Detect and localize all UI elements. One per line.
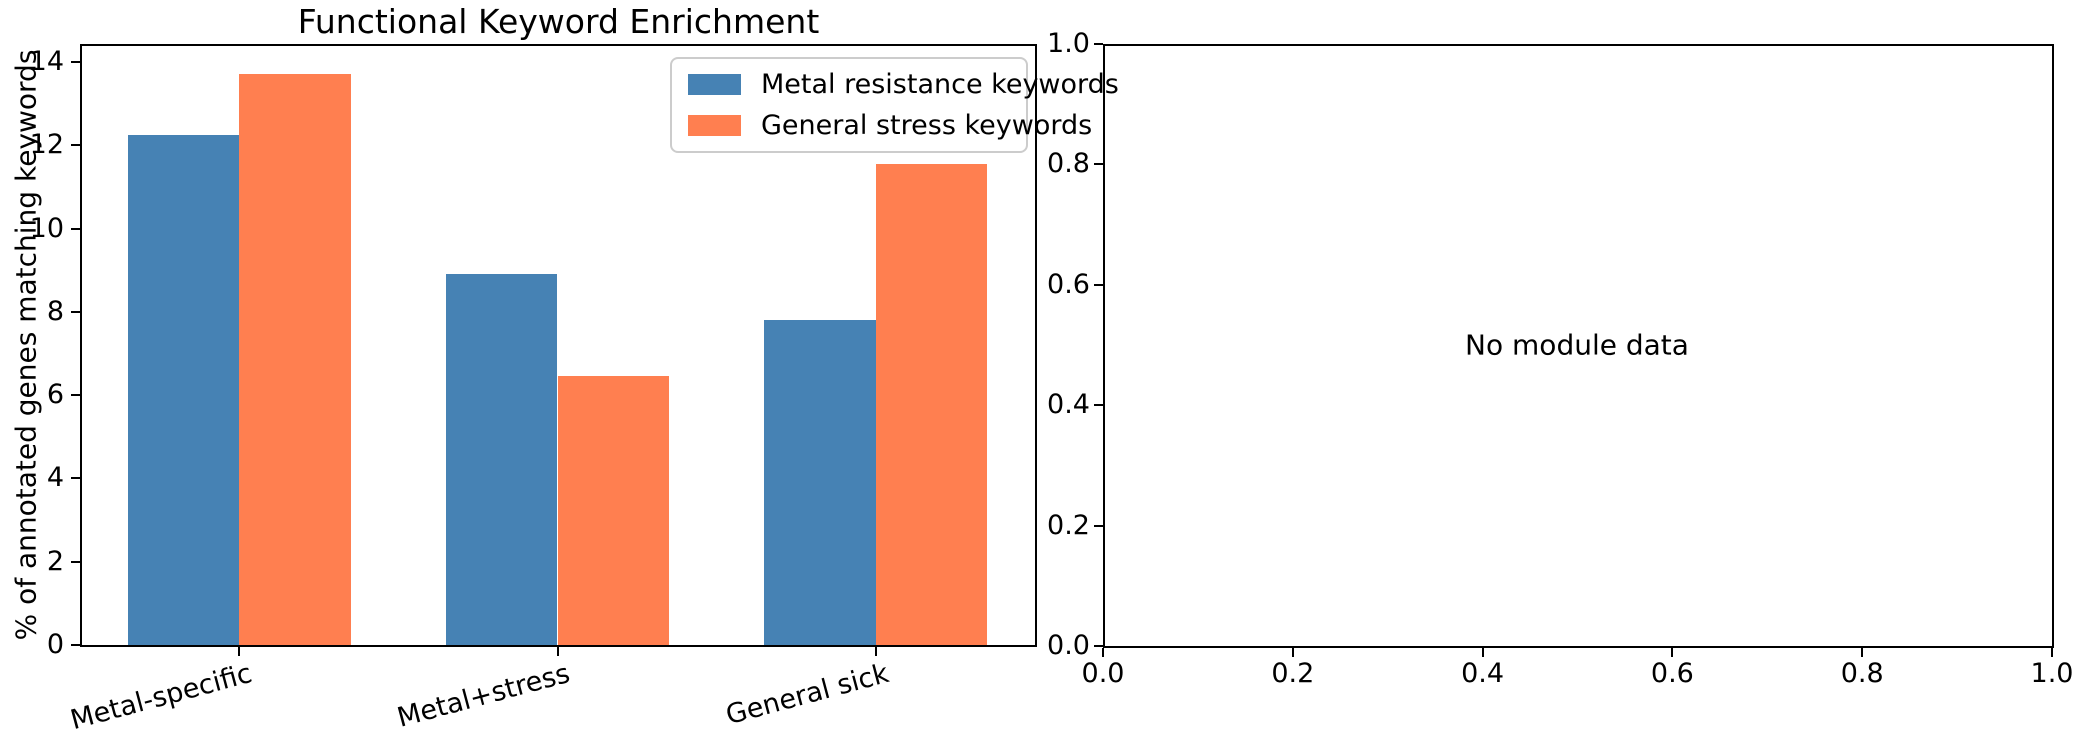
bar-metal-resistance bbox=[446, 274, 558, 645]
no-module-data-annotation: No module data bbox=[1465, 328, 1689, 362]
right-y-tick-mark bbox=[1094, 283, 1103, 286]
right-y-tick-label: 0.6 bbox=[1047, 268, 1090, 300]
left-y-tick-label: 2 bbox=[46, 545, 64, 577]
right-y-tick-mark bbox=[1094, 43, 1103, 45]
right-x-tick-mark bbox=[1671, 648, 1674, 657]
right-x-tick-label: 0.4 bbox=[1461, 658, 1505, 689]
legend-entry: General stress keywords bbox=[688, 110, 1092, 141]
left-y-tick-mark bbox=[71, 310, 80, 313]
right-x-tick-mark bbox=[1861, 648, 1864, 657]
left-y-tick-mark bbox=[71, 144, 80, 147]
left-y-tick-label: 6 bbox=[46, 379, 64, 411]
left-y-tick-label: 0 bbox=[46, 629, 64, 660]
legend-swatch-icon bbox=[688, 74, 741, 95]
right-y-tick-mark bbox=[1094, 524, 1103, 527]
left-y-tick-mark bbox=[71, 227, 80, 230]
left-x-tick-label: Metal+stress bbox=[394, 658, 574, 732]
left-y-tick-mark bbox=[71, 60, 80, 63]
right-y-tick-mark bbox=[1094, 404, 1103, 407]
legend-entry: Metal resistance keywords bbox=[688, 69, 1119, 100]
right-y-tick-label: 1.0 bbox=[1047, 28, 1090, 59]
bar-general-stress bbox=[239, 74, 351, 645]
right-x-tick-label: 0.0 bbox=[1081, 658, 1125, 689]
left-x-tick-mark bbox=[874, 647, 877, 656]
left-y-tick-label: 14 bbox=[29, 45, 64, 77]
right-y-tick-mark bbox=[1094, 163, 1103, 166]
left-y-tick-mark bbox=[71, 560, 80, 563]
left-y-tick-label: 12 bbox=[29, 129, 64, 161]
bar-general-stress bbox=[875, 163, 988, 645]
left-y-tick-mark bbox=[71, 394, 80, 397]
bar-metal-resistance bbox=[764, 320, 876, 645]
right-x-tick-label: 0.2 bbox=[1271, 658, 1315, 689]
left-y-tick-mark bbox=[71, 644, 80, 646]
right-y-tick-label: 0.0 bbox=[1047, 630, 1090, 661]
right-y-tick-label: 0.2 bbox=[1047, 509, 1090, 541]
right-x-tick-label: 0.8 bbox=[1840, 658, 1884, 689]
right-y-tick-label: 0.8 bbox=[1047, 148, 1090, 180]
left-x-tick-label: General sick bbox=[722, 658, 892, 732]
right-x-tick-label: 0.6 bbox=[1650, 658, 1694, 689]
right-x-tick-mark bbox=[1291, 648, 1294, 657]
left-x-tick-label: Metal-specific bbox=[67, 658, 256, 732]
right-x-tick-label: 1.0 bbox=[2030, 658, 2074, 689]
right-axes-frame bbox=[1103, 44, 2054, 648]
left-y-tick-label: 4 bbox=[46, 462, 64, 494]
bar-metal-resistance bbox=[127, 134, 240, 645]
legend-label: General stress keywords bbox=[761, 110, 1093, 141]
left-x-tick-mark bbox=[556, 647, 559, 656]
left-y-tick-label: 8 bbox=[46, 295, 64, 327]
right-y-tick-label: 0.4 bbox=[1047, 389, 1090, 421]
right-y-tick-mark bbox=[1094, 645, 1103, 647]
left-y-tick-mark bbox=[71, 477, 80, 480]
bar-general-stress bbox=[557, 376, 669, 645]
left-y-tick-label: 10 bbox=[29, 212, 64, 244]
right-x-tick-mark bbox=[1481, 648, 1484, 657]
right-x-tick-mark bbox=[1102, 648, 1104, 657]
left-chart-title: Functional Keyword Enrichment bbox=[297, 2, 820, 41]
right-x-tick-mark bbox=[2051, 648, 2053, 657]
legend: Metal resistance keywords General stress … bbox=[670, 57, 1119, 153]
legend-label: Metal resistance keywords bbox=[761, 69, 1119, 100]
legend-swatch-icon bbox=[688, 115, 741, 136]
left-x-tick-mark bbox=[238, 647, 241, 656]
